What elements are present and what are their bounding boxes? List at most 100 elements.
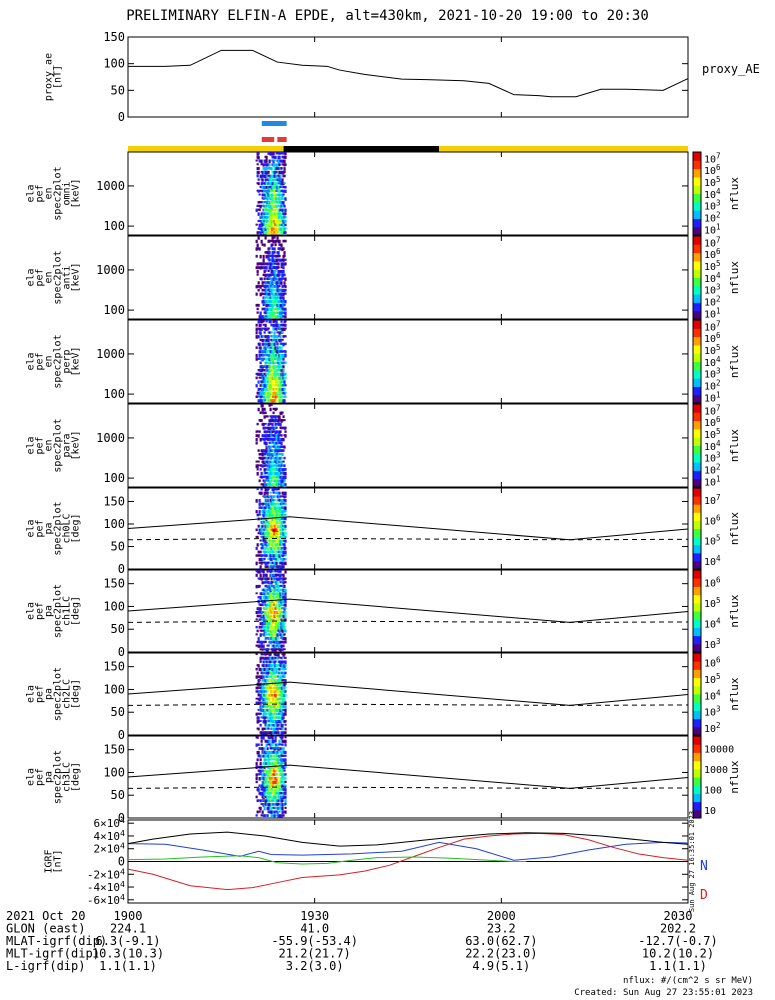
colorbar-tick-label: 106 xyxy=(704,575,721,589)
spectrogram-cell xyxy=(267,644,270,647)
spectrogram-cell xyxy=(284,315,287,319)
spectrogram-cell xyxy=(282,814,285,817)
spectrogram-cell xyxy=(275,434,278,438)
spectrogram-cell xyxy=(257,750,260,755)
spectrogram-cell xyxy=(255,618,258,621)
spectrogram-cell xyxy=(255,697,258,700)
colorbar-tick-label: 103 xyxy=(704,367,721,381)
axis-label-line: pef xyxy=(35,519,46,537)
spectrogram-cell xyxy=(255,762,258,766)
spectrogram-cell xyxy=(258,376,261,379)
spectrogram-cell xyxy=(284,323,287,327)
spectrogram-cell xyxy=(282,415,285,418)
spectrogram-cell xyxy=(276,664,279,667)
spectrogram-cell xyxy=(257,675,260,679)
spectrogram-cell xyxy=(264,335,267,338)
footer-value: 2030 xyxy=(664,909,693,923)
spectrogram-cell xyxy=(256,422,259,426)
footer-value: 1.1(1.1) xyxy=(649,959,707,973)
spectrogram-cell xyxy=(264,422,267,425)
series-line-green xyxy=(127,855,527,865)
colorbar-segment xyxy=(693,328,701,338)
spectrogram-cell xyxy=(282,307,285,311)
y-tick-label: 50 xyxy=(111,705,125,719)
spectrogram-cell xyxy=(282,315,285,318)
colorbar-tick-label: 105 xyxy=(704,534,721,548)
spectrogram-cell xyxy=(266,565,269,569)
colorbar-tick-label: 102 xyxy=(704,295,721,309)
spectrogram-cell xyxy=(256,765,259,769)
spectrogram-cell xyxy=(259,323,262,327)
y-tick-label: -6×104 xyxy=(87,892,125,907)
spectrogram-cell xyxy=(270,810,273,814)
colorbar-segment xyxy=(693,611,701,620)
spectrogram-cell xyxy=(284,554,287,557)
panel-frame xyxy=(127,235,689,320)
footer-value: 21.2(21.7) xyxy=(279,947,351,961)
spectrogram-cell xyxy=(284,320,287,323)
colorbar-label: nflux xyxy=(728,760,741,793)
spectrogram-cell xyxy=(264,361,267,365)
spectrogram-cell xyxy=(281,720,284,723)
spectrogram-cell xyxy=(280,499,283,503)
spectrogram-cell xyxy=(282,795,285,800)
spectrogram-cell xyxy=(259,189,262,192)
spectrogram-cell xyxy=(272,152,275,156)
spectrogram-cell xyxy=(255,441,258,445)
spectrogram-cell xyxy=(279,577,282,580)
y-tick-label: 0 xyxy=(118,855,125,869)
spectrogram-cell xyxy=(282,644,285,648)
colorbar-segment xyxy=(693,394,701,404)
y-tick-label: 0 xyxy=(118,645,125,659)
spectrogram-cell xyxy=(281,445,284,449)
spectrogram-cell xyxy=(277,453,280,456)
spectrogram-cell xyxy=(282,266,285,270)
spectrogram-cell xyxy=(280,346,283,351)
spectrogram-cell xyxy=(265,266,268,270)
spectrogram-cell xyxy=(265,178,268,181)
spectrogram-cell xyxy=(258,208,261,211)
spectrogram-cell xyxy=(255,384,258,388)
spectrogram-cell xyxy=(282,758,285,762)
y-tick-label: 1000 xyxy=(96,263,125,277)
series-line-N xyxy=(127,841,689,861)
colorbar-segment xyxy=(693,801,701,811)
spectrogram-cell xyxy=(278,750,281,754)
spectrogram-cell xyxy=(281,743,284,746)
colorbar-segment xyxy=(693,536,701,546)
spectrogram-cell xyxy=(265,338,268,342)
spectrogram-cell xyxy=(256,543,259,547)
spectrogram-cell xyxy=(255,780,258,784)
spectrogram-cell xyxy=(284,614,287,619)
spectrogram-cell xyxy=(276,573,279,577)
spectrogram-cell xyxy=(265,426,268,430)
spectrogram-cell xyxy=(259,204,262,209)
spectrogram-cell xyxy=(279,422,282,427)
footer-value: 22.2(23.0) xyxy=(465,947,537,961)
spectrogram-cell xyxy=(277,723,280,727)
y-tick-label: 100 xyxy=(103,219,125,233)
spectrogram-cell xyxy=(284,426,287,430)
axis-label-line: para xyxy=(62,433,73,457)
colorbar-tick-label: 106 xyxy=(704,415,721,429)
spectrogram-cell xyxy=(280,281,283,285)
spectrogram-cell xyxy=(257,281,260,285)
spectrogram-cell xyxy=(271,814,274,817)
spectrogram-cell xyxy=(280,320,283,323)
spectrogram-cell xyxy=(278,285,281,287)
colorbar-tick-label: 107 xyxy=(704,235,721,249)
spectrogram-cell xyxy=(255,437,258,442)
spectrogram-cell xyxy=(260,335,263,338)
spectrogram-cell xyxy=(256,488,259,491)
colorbar-segment xyxy=(693,478,701,488)
spectrogram-cell xyxy=(282,640,285,644)
spectrogram-cell xyxy=(284,185,287,189)
spectrogram-cell xyxy=(259,201,262,204)
page-title: PRELIMINARY ELFIN-A EPDE, alt=430km, 202… xyxy=(126,8,649,24)
spectrogram-cell xyxy=(265,155,268,160)
colorbar-segment xyxy=(693,809,701,819)
spectrogram-cell xyxy=(284,372,287,376)
colorbar-tick-label: 101 xyxy=(704,474,721,488)
colorbar-segment xyxy=(693,736,701,745)
spectrogram-cell xyxy=(270,573,273,578)
